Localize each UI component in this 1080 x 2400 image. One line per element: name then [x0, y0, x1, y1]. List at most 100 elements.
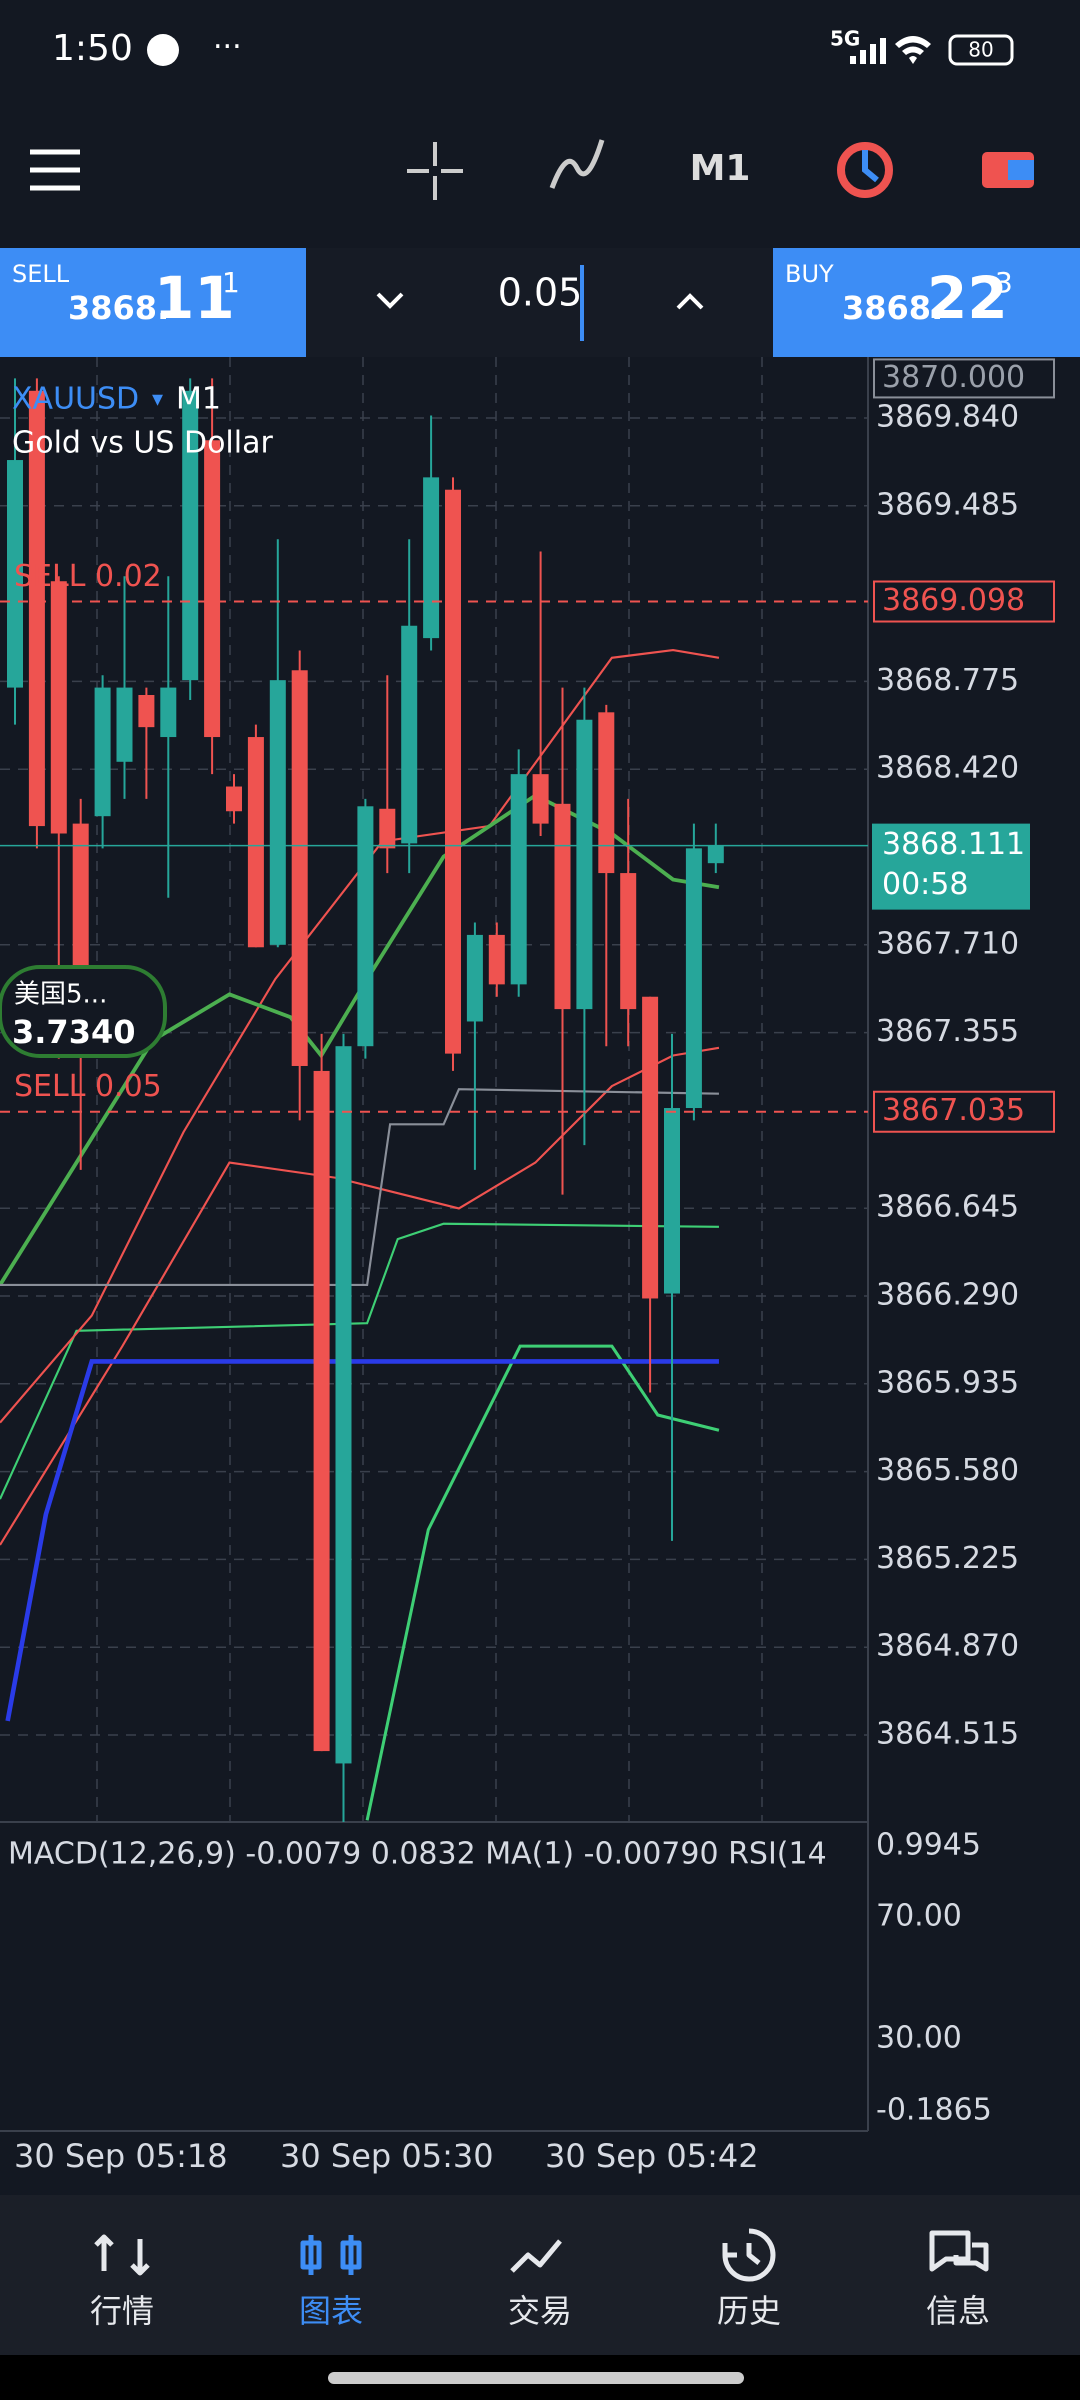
candle-body [50, 581, 67, 834]
candle-body [204, 440, 221, 738]
lot-down[interactable] [376, 292, 404, 309]
badge-name: 美国5... [14, 980, 107, 1010]
y-tick-label: 3869.485 [876, 487, 1019, 522]
gesture-bar [328, 2372, 744, 2384]
candle-body [685, 848, 702, 1109]
indicator-level: 30.00 [876, 2021, 962, 2056]
y-tick-label: 3865.580 [876, 1453, 1019, 1488]
nav-item[interactable]: 信息 [926, 2230, 990, 2330]
candle-body [510, 774, 527, 985]
symbol-timeframe: M1 [176, 382, 221, 417]
candle-body [138, 695, 155, 728]
candle-body [598, 712, 615, 874]
crosshair-button[interactable] [407, 142, 463, 200]
timeframe-button[interactable]: M1 [690, 148, 751, 189]
sell-price-big: 11 [154, 264, 235, 332]
objects-icon [862, 150, 879, 183]
order-label: SELL 0.02 [14, 559, 162, 594]
candle-body [72, 823, 89, 973]
ma-line [0, 793, 720, 1286]
current-price: 3868.111 [882, 827, 1025, 862]
battery-icon [948, 34, 1014, 66]
nav-icon [722, 2228, 776, 2282]
x-tick-label: 30 Sep 05:30 [280, 2137, 494, 2175]
candle-body [642, 996, 659, 1299]
status-time: 1:50 [52, 28, 133, 69]
candle-body [182, 390, 199, 681]
wifi-icon [895, 36, 931, 64]
candle-body [269, 680, 286, 945]
y-tick-label: 3867.355 [876, 1014, 1019, 1049]
y-tick-label: 3864.870 [876, 1629, 1019, 1664]
indicators-button[interactable] [549, 139, 605, 189]
step-line [0, 1088, 719, 1287]
candle-body [247, 737, 264, 948]
symbol-description: Gold vs US Dollar [12, 426, 273, 461]
order-label: SELL 0.05 [14, 1069, 162, 1104]
nav-item[interactable]: 图表 [299, 2235, 363, 2330]
current-price-box [872, 823, 1030, 910]
nav-item[interactable]: 历史 [717, 2228, 781, 2330]
buy-price-big: 22 [927, 264, 1008, 332]
candle-body [664, 1108, 680, 1294]
trade-icon [1008, 160, 1034, 180]
candle-body [313, 1070, 330, 1752]
sell-price-sup: 1 [222, 266, 240, 299]
network: 5G [830, 27, 860, 51]
status-more: ··· [213, 30, 242, 65]
candle-body [226, 786, 242, 812]
lot-input[interactable]: 0.05 [498, 271, 583, 315]
buy-label: BUY [785, 260, 834, 288]
ma-line [365, 1344, 720, 1821]
order-price-box [873, 1090, 1055, 1133]
nav-icon [300, 2235, 362, 2275]
y-tick-label: 3866.290 [876, 1278, 1019, 1313]
y-tick-label: 3869.840 [876, 400, 1019, 435]
candle-body [620, 873, 637, 1010]
nav-item[interactable]: 交易 [508, 2239, 572, 2330]
indicator-lines [0, 649, 720, 1821]
ma-line [5, 1359, 719, 1722]
candle-body [488, 934, 505, 985]
candle-body [7, 460, 23, 688]
signal-icon [850, 38, 886, 64]
menu-button[interactable] [30, 149, 80, 191]
badge-value: 3.7340 [12, 1013, 135, 1051]
buy-button[interactable] [773, 248, 1080, 357]
objects-button[interactable] [837, 142, 893, 198]
candle-body [423, 477, 440, 639]
candle-body [466, 934, 483, 1022]
symbol-arrow: ▾ [152, 387, 163, 412]
indicator-level: 70.00 [876, 1899, 962, 1934]
buy-price: 3868. [842, 289, 943, 327]
candle-body [554, 803, 571, 1010]
order-price: 3869.098 [882, 583, 1025, 618]
nav-item[interactable]: 行情 [90, 2234, 154, 2330]
order-price: 3867.035 [882, 1093, 1025, 1128]
y-tick-label: 3866.645 [876, 1190, 1019, 1225]
candle-body [379, 808, 396, 849]
nav-icon [94, 2234, 150, 2276]
status-icon [147, 34, 179, 66]
symbol: XAUUSD [12, 382, 139, 417]
nav-icon [929, 2230, 989, 2272]
badge[interactable] [0, 965, 167, 1058]
candle-body [445, 489, 461, 1054]
price-box [873, 358, 1055, 399]
lot-up[interactable] [676, 293, 704, 310]
nav-label: 信息 [926, 2292, 990, 2330]
y-tick-label: 3867.710 [876, 926, 1019, 961]
candle-body [160, 687, 177, 738]
candle-body [335, 1046, 352, 1764]
y-tick-label: 3864.515 [876, 1717, 1019, 1752]
nav-label: 历史 [717, 2292, 781, 2330]
candle-body [401, 625, 418, 844]
sell-button[interactable] [0, 248, 306, 357]
cursor [580, 265, 584, 341]
nav-label: 交易 [508, 2292, 572, 2330]
indicator-level: -0.1865 [876, 2093, 992, 2128]
candle-body [291, 670, 308, 1066]
candle-body [357, 806, 374, 1047]
